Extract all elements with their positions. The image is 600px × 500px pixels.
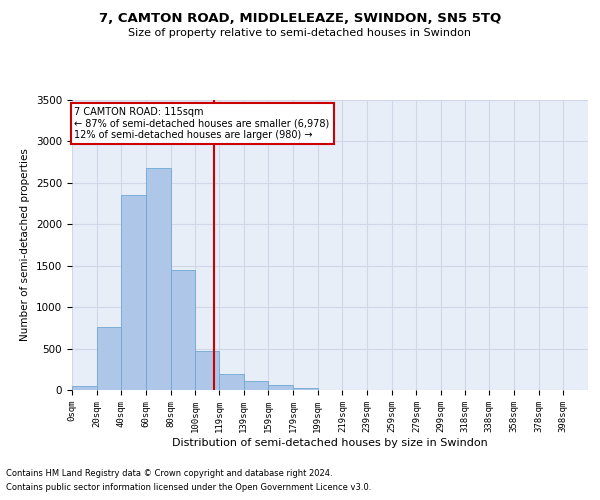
Text: Size of property relative to semi-detached houses in Swindon: Size of property relative to semi-detach… bbox=[128, 28, 472, 38]
Bar bbox=[268, 385, 293, 390]
Bar bbox=[244, 382, 268, 390]
Bar bbox=[196, 351, 219, 390]
X-axis label: Distribution of semi-detached houses by size in Swindon: Distribution of semi-detached houses by … bbox=[172, 438, 488, 448]
Bar bbox=[121, 196, 146, 390]
Text: 7 CAMTON ROAD: 115sqm
← 87% of semi-detached houses are smaller (6,978)
12% of s: 7 CAMTON ROAD: 115sqm ← 87% of semi-deta… bbox=[74, 106, 330, 140]
Text: 7, CAMTON ROAD, MIDDLELEAZE, SWINDON, SN5 5TQ: 7, CAMTON ROAD, MIDDLELEAZE, SWINDON, SN… bbox=[99, 12, 501, 26]
Bar bbox=[219, 374, 244, 390]
Bar bbox=[97, 327, 121, 390]
Bar bbox=[293, 388, 317, 390]
Text: Contains HM Land Registry data © Crown copyright and database right 2024.: Contains HM Land Registry data © Crown c… bbox=[6, 468, 332, 477]
Bar bbox=[72, 386, 97, 390]
Y-axis label: Number of semi-detached properties: Number of semi-detached properties bbox=[20, 148, 31, 342]
Bar bbox=[171, 270, 196, 390]
Bar bbox=[146, 168, 171, 390]
Text: Contains public sector information licensed under the Open Government Licence v3: Contains public sector information licen… bbox=[6, 484, 371, 492]
